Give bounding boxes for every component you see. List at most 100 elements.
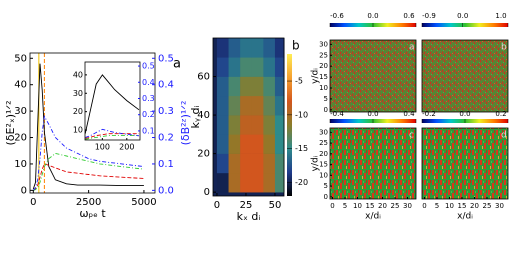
colorbar-tick-label: 0.0 bbox=[457, 12, 468, 20]
heat-cell bbox=[274, 115, 285, 135]
y-tick-label: 20 bbox=[14, 133, 27, 144]
heat-cell bbox=[228, 153, 241, 174]
y-tick-label: 10 bbox=[319, 84, 328, 92]
x-tick-label: 2500 bbox=[76, 197, 101, 208]
inset-y-tick-label: 40 bbox=[73, 70, 83, 79]
y-tick-label: 0 bbox=[204, 187, 210, 198]
colorbar-tick-label: -20 bbox=[295, 178, 308, 187]
heat-cell bbox=[251, 172, 264, 193]
x-tick-label: 20 bbox=[470, 202, 479, 210]
heat-cell bbox=[228, 57, 241, 77]
heat-cell bbox=[216, 134, 229, 154]
colorbar-tick-label: 0.4 bbox=[403, 110, 415, 118]
inset-x-tick-label: 200 bbox=[119, 143, 134, 152]
y2-tick-label: 0.5 bbox=[158, 53, 174, 64]
x-tick-label: 15 bbox=[458, 202, 467, 210]
y-tick-label: 60 bbox=[197, 72, 210, 83]
panel-label: d bbox=[501, 131, 507, 141]
series-line bbox=[85, 74, 140, 134]
x-tick-label: 0 bbox=[214, 200, 220, 211]
heat-cell bbox=[240, 134, 253, 154]
plot-frame bbox=[29, 52, 156, 194]
plot-frame bbox=[421, 127, 509, 200]
heat-cell bbox=[251, 57, 264, 77]
y-tick-label: 5 bbox=[324, 182, 328, 190]
field-map bbox=[422, 128, 508, 199]
heat-cell bbox=[274, 76, 285, 97]
y-tick-label: 10 bbox=[319, 171, 328, 179]
y-tick-label: 0 bbox=[324, 193, 328, 201]
colorbar-tick-label: -0.2 bbox=[422, 110, 436, 118]
heat-cell bbox=[251, 134, 264, 154]
heat-cell bbox=[216, 153, 229, 174]
colorbar bbox=[287, 54, 292, 196]
panel-label: b bbox=[501, 43, 507, 53]
colorbar-tick-label: -5 bbox=[295, 77, 303, 86]
heat-cell bbox=[263, 76, 276, 97]
y2-tick-label: 0.1 bbox=[158, 159, 174, 170]
heat-cell bbox=[251, 95, 264, 116]
x-tick-label: 5 bbox=[435, 202, 439, 210]
inset-y2-tick-label: 0.2 bbox=[142, 110, 155, 119]
heat-cell bbox=[263, 115, 276, 135]
colorbar-tick-label: 1.0 bbox=[495, 12, 506, 20]
series-line bbox=[85, 133, 139, 139]
heat-cell bbox=[274, 57, 285, 77]
heat-cell bbox=[240, 153, 253, 174]
x-axis-label: x/dᵢ bbox=[365, 212, 381, 222]
x-tick-label: 25 bbox=[391, 202, 400, 210]
heat-cell bbox=[251, 38, 264, 58]
inset-y2-tick-label: 0.4 bbox=[142, 78, 155, 87]
heat-cell bbox=[274, 153, 285, 174]
heat-cell bbox=[240, 38, 253, 58]
y-tick-label: 15 bbox=[319, 161, 328, 169]
y-tick-label: 10 bbox=[14, 159, 27, 170]
heat-cell bbox=[240, 57, 253, 77]
plot-frame bbox=[329, 127, 417, 200]
heat-cell bbox=[216, 38, 229, 58]
field-map bbox=[422, 40, 508, 112]
heat-cell bbox=[228, 134, 241, 154]
heat-cell bbox=[263, 153, 276, 174]
y2-tick-label: 0.2 bbox=[158, 133, 174, 144]
y-tick-label: 40 bbox=[197, 110, 210, 121]
y-axis-label: kᵧ dᵢ bbox=[189, 106, 202, 129]
x-tick-label: 0 bbox=[30, 197, 36, 208]
y2-tick-label: 0.0 bbox=[158, 185, 174, 196]
colorbar-tick-label: -0.6 bbox=[330, 12, 344, 20]
heat-cell bbox=[274, 38, 285, 58]
x-tick-label: 15 bbox=[366, 202, 375, 210]
heat-cell bbox=[240, 95, 253, 116]
y-tick-label: 30 bbox=[14, 106, 27, 117]
plot-frame bbox=[212, 37, 285, 197]
inset-x-tick-label: 100 bbox=[95, 143, 110, 152]
x-tick-label: 50 bbox=[269, 200, 282, 211]
x-tick-label: 0 bbox=[422, 202, 426, 210]
x-axis-label: kₓ dᵢ bbox=[237, 210, 261, 223]
colorbar-tick-label: 0.0 bbox=[367, 110, 378, 118]
heat-cell bbox=[228, 95, 241, 116]
colorbar bbox=[422, 23, 508, 27]
y-axis-label: y/dᵢ bbox=[311, 68, 321, 84]
heat-cell bbox=[228, 115, 241, 135]
colorbar-tick-label: -15 bbox=[295, 144, 308, 153]
x-axis-label: ωₚₑ t bbox=[79, 207, 106, 220]
x-axis-label: x/dᵢ bbox=[457, 212, 473, 222]
panel-label: a bbox=[409, 43, 415, 53]
series-line bbox=[85, 135, 139, 140]
field-map bbox=[330, 128, 416, 199]
inset-y-tick-label: 10 bbox=[73, 126, 83, 135]
series-line bbox=[33, 152, 144, 191]
y-tick-label: 20 bbox=[197, 149, 210, 160]
colorbar-tick-label: -0.9 bbox=[422, 12, 436, 20]
inset-y2-tick-label: 0.1 bbox=[142, 126, 155, 135]
y2-tick-label: 0.3 bbox=[158, 106, 174, 117]
colorbar-tick-label: -0.4 bbox=[330, 110, 344, 118]
inset-y2-tick-label: 0.3 bbox=[142, 94, 155, 103]
heat-cell bbox=[240, 172, 253, 193]
series-line bbox=[33, 163, 144, 191]
panel-label: b bbox=[292, 39, 300, 53]
heat-cell bbox=[216, 115, 229, 135]
y-tick-label: 40 bbox=[14, 80, 27, 91]
inset-frame bbox=[84, 61, 141, 141]
